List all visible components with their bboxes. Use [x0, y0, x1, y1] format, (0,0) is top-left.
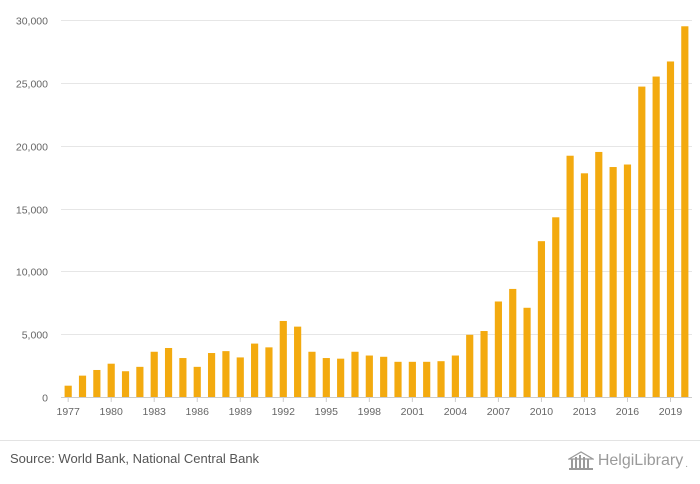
- bar-1996[interactable]: [337, 358, 345, 397]
- bars: [64, 26, 689, 398]
- logo-text: HelgiLibrary: [597, 452, 684, 469]
- bar-2018[interactable]: [652, 76, 660, 398]
- x-tick-label: 1980: [100, 406, 124, 418]
- bar-2016[interactable]: [623, 164, 632, 397]
- bar-1977[interactable]: [64, 385, 72, 397]
- bar-2012[interactable]: [566, 155, 574, 397]
- bar-1989[interactable]: [236, 357, 244, 397]
- library-building-icon: [567, 451, 594, 470]
- x-tick-label: 2001: [401, 406, 425, 418]
- x-axis-tick-labels: 1977 1980 1983 1986 1989 1992 1995 1998 2001 2004…: [56, 398, 682, 418]
- bar-1993[interactable]: [294, 326, 302, 397]
- bar-2014[interactable]: [595, 151, 603, 397]
- x-tick-label: 1989: [229, 406, 253, 418]
- logo-suffix: .: [685, 459, 688, 470]
- bar-2001[interactable]: [408, 361, 416, 397]
- x-tick-label: 2010: [530, 406, 554, 418]
- bar-2007[interactable]: [494, 301, 502, 397]
- bar-2008[interactable]: [509, 288, 517, 397]
- bar-1985[interactable]: [179, 358, 187, 397]
- bar-2015[interactable]: [609, 167, 617, 397]
- x-tick-label: 2013: [573, 406, 597, 418]
- bar-1994[interactable]: [308, 351, 316, 397]
- bar-2000[interactable]: [394, 361, 402, 397]
- bar-2009[interactable]: [523, 307, 531, 397]
- bar-1987[interactable]: [207, 353, 216, 397]
- y-axis-tick-labels: 0 5,000 10,000 15,000 20,000 25,000 30,000: [16, 16, 48, 405]
- y-tick-label: 5,000: [22, 330, 48, 342]
- bar-chart: 0 5,000 10,000 15,000 20,000 25,000 30,000 197…: [16, 16, 692, 418]
- bar-1991[interactable]: [265, 347, 273, 397]
- bar-1979[interactable]: [93, 369, 101, 397]
- bar-2005[interactable]: [466, 334, 474, 397]
- bar-1990[interactable]: [251, 343, 259, 397]
- bar-2019[interactable]: [666, 61, 675, 397]
- y-tick-label: 10,000: [16, 267, 48, 279]
- bar-1999[interactable]: [380, 356, 388, 397]
- bar-1978[interactable]: [78, 375, 87, 397]
- bar-1995[interactable]: [322, 358, 330, 397]
- bar-2003[interactable]: [437, 361, 445, 397]
- bar-1986[interactable]: [193, 366, 201, 397]
- y-tick-label: 15,000: [16, 205, 48, 217]
- bar-2006[interactable]: [480, 331, 488, 397]
- bar-1981[interactable]: [121, 371, 130, 397]
- bar-2004[interactable]: [451, 355, 459, 397]
- x-tick-label: 1977: [56, 406, 80, 418]
- bar-1980[interactable]: [107, 363, 115, 397]
- bar-2010[interactable]: [537, 241, 546, 397]
- bar-1984[interactable]: [164, 347, 173, 397]
- x-tick-label: 1998: [358, 406, 382, 418]
- bar-1982[interactable]: [136, 366, 144, 397]
- y-tick-label: 20,000: [16, 142, 48, 154]
- y-tick-label: 0: [42, 393, 48, 405]
- chart-footer: Source: World Bank, National Central Ban…: [0, 440, 700, 484]
- x-tick-label: 2019: [659, 406, 683, 418]
- x-tick-label: 1986: [186, 406, 210, 418]
- bar-2017[interactable]: [638, 86, 646, 397]
- x-tick-label: 1983: [143, 406, 167, 418]
- bar-2011[interactable]: [552, 217, 560, 397]
- bar-1988[interactable]: [222, 351, 230, 397]
- bar-1983[interactable]: [150, 351, 158, 397]
- bar-2020[interactable]: [681, 26, 689, 398]
- source-note: Source: World Bank, National Central Ban…: [10, 451, 260, 466]
- y-tick-label: 30,000: [16, 16, 48, 28]
- x-tick-label: 2007: [487, 406, 511, 418]
- bar-1992[interactable]: [279, 320, 287, 397]
- helgi-library-logo[interactable]: HelgiLibrary.: [567, 449, 688, 473]
- y-tick-label: 25,000: [16, 79, 48, 91]
- x-tick-label: 1992: [272, 406, 296, 418]
- bar-1998[interactable]: [365, 355, 373, 397]
- x-tick-label: 1995: [315, 406, 339, 418]
- bar-1997[interactable]: [351, 351, 359, 397]
- bar-2002[interactable]: [423, 361, 431, 397]
- x-tick-label: 2004: [444, 406, 468, 418]
- x-tick-label: 2016: [616, 406, 640, 418]
- bar-2013[interactable]: [580, 173, 589, 397]
